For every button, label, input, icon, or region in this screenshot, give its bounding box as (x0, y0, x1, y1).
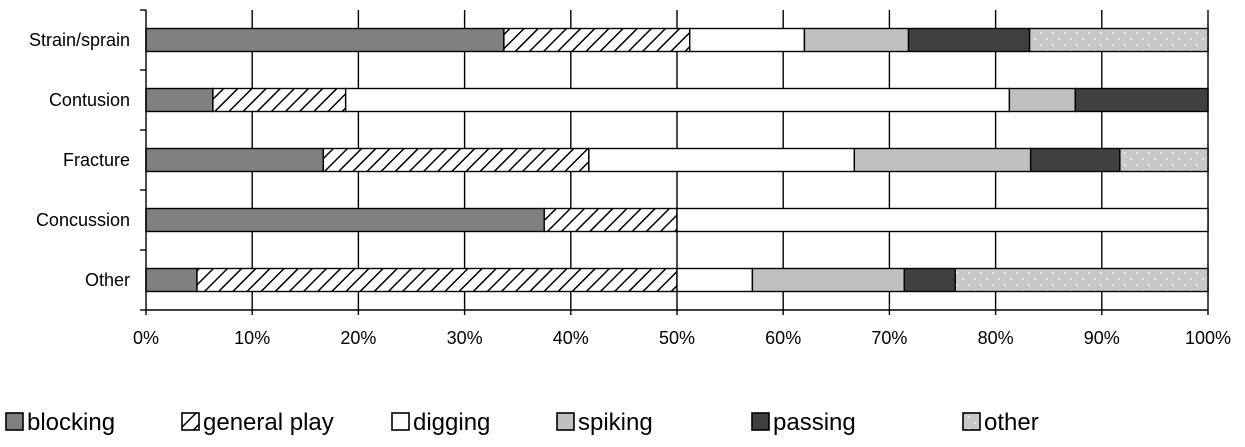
bar-segment-blocking (145, 87, 214, 113)
bar-segment-passing (903, 267, 956, 293)
bar-segment-digging (689, 27, 806, 53)
bar-segment-passing (1029, 147, 1121, 173)
x-tick-label: 50% (659, 328, 695, 348)
bar-segment-digging (588, 147, 856, 173)
legend: blocking general play digging spiking passin… (5, 409, 1039, 436)
x-tick-label: 90% (1084, 328, 1120, 348)
bar-segment-digging (344, 87, 1011, 113)
legend-swatch (181, 412, 200, 431)
legend-item: other (962, 409, 1039, 436)
bar-segment-general-play (212, 87, 347, 113)
bar-segment-blocking (145, 27, 505, 53)
bar-segment-blocking (145, 147, 325, 173)
legend-swatch (962, 412, 981, 431)
legend-label: other (984, 409, 1039, 436)
x-tick-label: 80% (978, 328, 1014, 348)
bar-segment-passing (1074, 87, 1209, 113)
bar-segment-spiking (751, 267, 905, 293)
bar-segment-general-play (196, 267, 678, 293)
legend-label: general play (203, 409, 334, 436)
legend-item: general play (181, 409, 334, 436)
category-label: Concussion (36, 210, 130, 230)
legend-swatch (751, 412, 770, 431)
bar-segment-general-play (543, 207, 678, 233)
axes: 0% 10% 20% 30% 40% 50% 60% 70% 80% 90% 100% Strain/… (29, 9, 1231, 348)
x-tick-label: 100% (1185, 328, 1231, 348)
bar-segment-other (1028, 27, 1209, 53)
category-label: Other (85, 270, 130, 290)
legend-swatch (391, 412, 410, 431)
bar-segment-blocking (145, 207, 545, 233)
category-label: Contusion (49, 90, 130, 110)
category-label: Fracture (63, 150, 130, 170)
legend-item: blocking (5, 409, 115, 436)
bar-segment-other (954, 267, 1209, 293)
legend-label: passing (773, 409, 856, 436)
x-tick-label: 0% (133, 328, 159, 348)
bar-segment-other (1119, 147, 1209, 173)
legend-swatch (5, 412, 24, 431)
legend-item: spiking (556, 409, 653, 436)
x-tick-label: 70% (871, 328, 907, 348)
bars (145, 27, 1209, 293)
x-tick-label: 40% (553, 328, 589, 348)
legend-label: blocking (27, 409, 115, 436)
bar-segment-blocking (145, 267, 198, 293)
legend-label: spiking (578, 409, 653, 436)
x-tick-label: 20% (340, 328, 376, 348)
bar-segment-spiking (853, 147, 1032, 173)
bar-segment-general-play (503, 27, 691, 53)
legend-label: digging (413, 409, 490, 436)
bar-segment-passing (907, 27, 1031, 53)
x-tick-label: 10% (234, 328, 270, 348)
legend-swatch (556, 412, 575, 431)
bar-segment-digging (676, 267, 754, 293)
bar-segment-spiking (803, 27, 910, 53)
bar-segment-general-play (322, 147, 590, 173)
x-tick-label: 60% (765, 328, 801, 348)
x-tick-label: 30% (447, 328, 483, 348)
legend-item: passing (751, 409, 856, 436)
bar-segment-spiking (1008, 87, 1076, 113)
legend-item: digging (391, 409, 490, 436)
bar-segment-digging (676, 207, 1209, 233)
category-label: Strain/sprain (29, 30, 130, 50)
